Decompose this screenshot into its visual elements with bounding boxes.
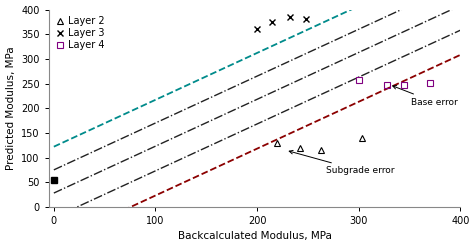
Legend: Layer 2, Layer 3, Layer 4: Layer 2, Layer 3, Layer 4 [54, 14, 107, 52]
Text: Subgrade error: Subgrade error [289, 150, 395, 175]
X-axis label: Backcalculated Modulus, MPa: Backcalculated Modulus, MPa [178, 231, 332, 242]
Y-axis label: Predicted Modulus, MPa: Predicted Modulus, MPa [6, 46, 16, 170]
Text: Base error: Base error [393, 85, 458, 107]
